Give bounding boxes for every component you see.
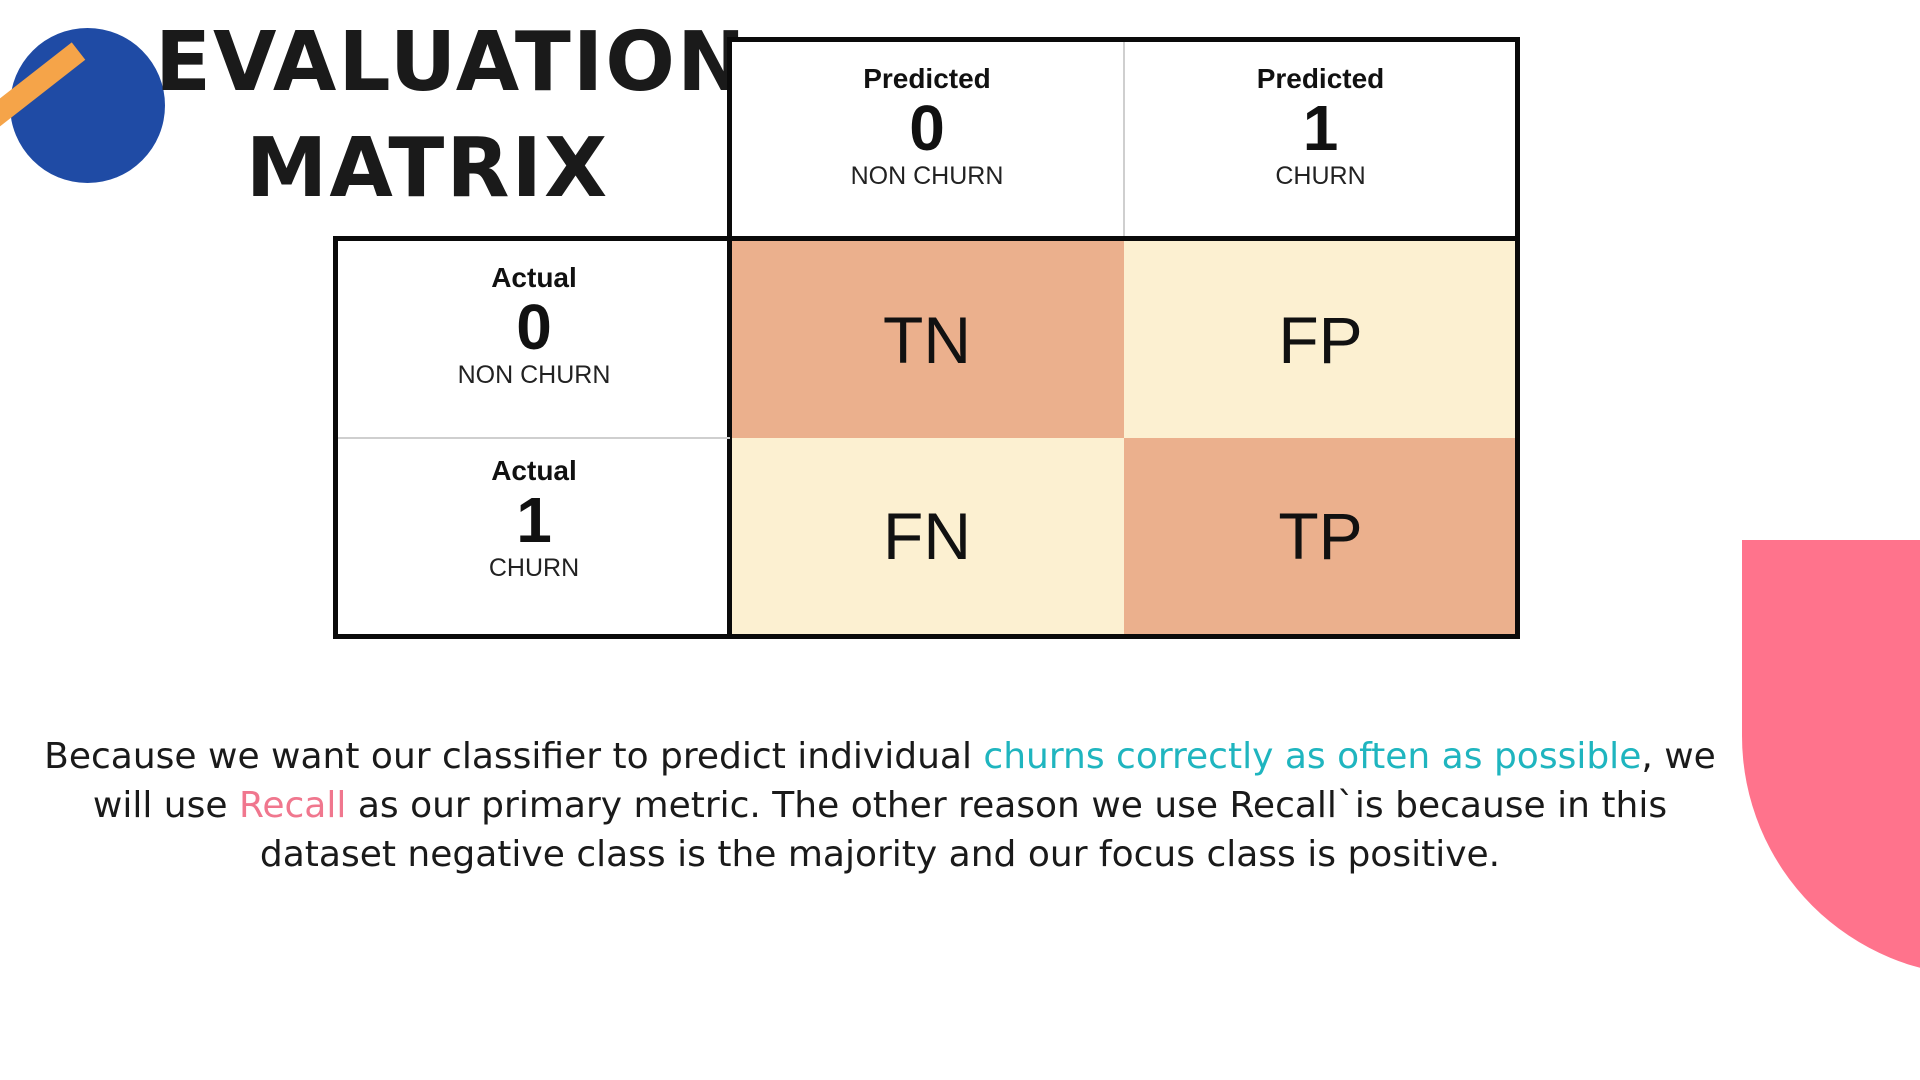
row-header-label: Actual <box>491 262 577 293</box>
matrix-border <box>727 37 1520 42</box>
row-header-value: 1 <box>516 484 552 556</box>
matrix-border <box>333 236 338 637</box>
column-header-predicted-0: Predicted 0 NON CHURN <box>730 42 1124 236</box>
paragraph-highlight-goal: churns correctly as often as possible <box>983 736 1642 777</box>
cell-true-positive: TP <box>1124 438 1517 634</box>
explanation-paragraph: Because we want our classifier to predic… <box>40 732 1720 879</box>
matrix-border <box>727 37 732 637</box>
title-line-1: EVALUATION <box>155 15 748 110</box>
matrix-border <box>1515 37 1520 637</box>
cell-true-negative: TN <box>730 241 1124 438</box>
column-header-label: Predicted <box>1256 63 1385 94</box>
row-header-value: 0 <box>516 291 552 363</box>
cell-false-negative: FN <box>730 438 1124 634</box>
paragraph-highlight-recall: Recall <box>238 785 347 826</box>
column-header-value: 1 <box>1302 92 1339 164</box>
matrix-border <box>333 634 1520 639</box>
matrix-divider <box>338 437 730 439</box>
column-header-sub: CHURN <box>1275 162 1366 190</box>
row-header-sub: CHURN <box>488 554 580 582</box>
row-header-sub: NON CHURN <box>457 361 611 389</box>
blue-circle-decoration <box>10 28 165 183</box>
paragraph-text: Because we want our classifier to predic… <box>44 736 984 777</box>
column-header-sub: NON CHURN <box>850 162 1004 190</box>
column-header-value: 0 <box>909 92 945 164</box>
paragraph-text: as our primary metric. The other reason … <box>259 785 1668 875</box>
row-header-actual-1: Actual 1 CHURN <box>338 438 730 634</box>
column-header-predicted-1: Predicted 1 CHURN <box>1124 42 1517 236</box>
column-header-label: Predicted <box>863 63 991 94</box>
row-header-label: Actual <box>491 455 577 486</box>
cell-false-positive: FP <box>1124 241 1517 438</box>
pink-shape-decoration <box>1742 540 1920 976</box>
page-title: EVALUATION MATRIX <box>155 10 748 222</box>
title-line-2: MATRIX <box>245 121 610 216</box>
matrix-border <box>333 236 1520 241</box>
matrix-divider <box>1123 42 1125 236</box>
paragraph-text: , we will use <box>92 736 1716 826</box>
row-header-actual-0: Actual 0 NON CHURN <box>338 241 730 438</box>
